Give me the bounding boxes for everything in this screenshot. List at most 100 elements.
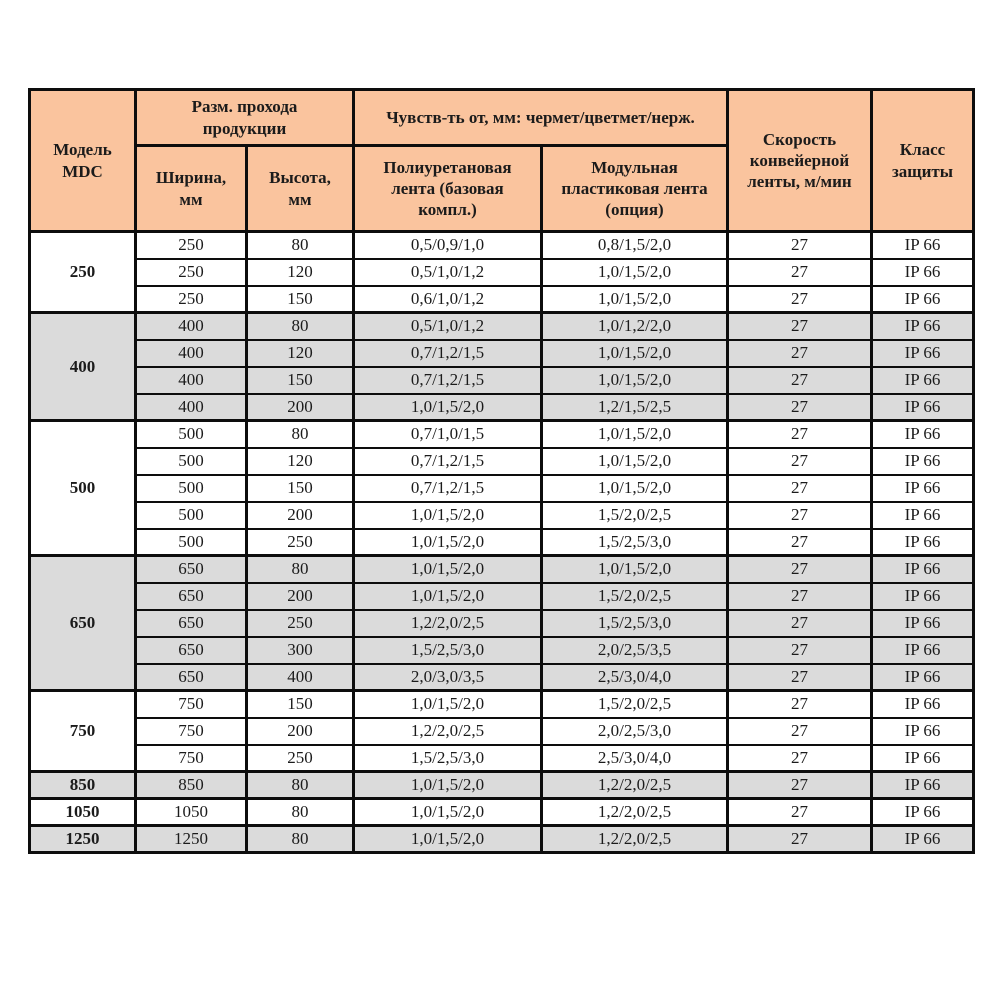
height-cell: 400: [245, 662, 355, 692]
speed-cell: 27: [726, 662, 873, 692]
table-body: 250 250 80 0,5/0,9/1,0 0,8/1,5/2,0 27 IP…: [28, 230, 975, 854]
modular-belt-cell: 1,2/1,5/2,5: [540, 392, 729, 422]
width-cell: 650: [134, 581, 248, 611]
height-cell: 150: [245, 365, 355, 395]
height-cell: 250: [245, 608, 355, 638]
pu-belt-cell: 1,0/1,5/2,0: [352, 527, 543, 557]
protection-cell: IP 66: [870, 473, 975, 503]
protection-cell: IP 66: [870, 554, 975, 584]
speed-cell: 27: [726, 824, 873, 854]
width-cell: 500: [134, 419, 248, 449]
modular-belt-cell: 2,0/2,5/3,0: [540, 716, 729, 746]
width-cell: 400: [134, 392, 248, 422]
modular-belt-cell: 1,5/2,0/2,5: [540, 689, 729, 719]
height-cell: 80: [245, 824, 355, 854]
height-cell: 80: [245, 770, 355, 800]
modular-belt-cell: 1,5/2,0/2,5: [540, 581, 729, 611]
protection-cell: IP 66: [870, 824, 975, 854]
width-cell: 750: [134, 743, 248, 773]
header-height: Высота, мм: [245, 144, 355, 233]
table-row: 400 150 0,7/1,2/1,5 1,0/1,5/2,0 27 IP 66: [30, 365, 975, 395]
table-row: 500 250 1,0/1,5/2,0 1,5/2,5/3,0 27 IP 66: [30, 527, 975, 557]
pu-belt-cell: 1,0/1,5/2,0: [352, 392, 543, 422]
height-cell: 120: [245, 446, 355, 476]
pu-belt-cell: 1,0/1,5/2,0: [352, 581, 543, 611]
speed-cell: 27: [726, 338, 873, 368]
speed-cell: 27: [726, 365, 873, 395]
height-cell: 250: [245, 743, 355, 773]
model-cell: 1050: [28, 797, 137, 827]
pu-belt-cell: 1,0/1,5/2,0: [352, 500, 543, 530]
height-cell: 200: [245, 500, 355, 530]
spec-table-container: Модель MDC Разм. прохода продукции Чувст…: [28, 88, 975, 854]
protection-cell: IP 66: [870, 608, 975, 638]
height-cell: 200: [245, 581, 355, 611]
modular-belt-cell: 1,0/1,5/2,0: [540, 419, 729, 449]
protection-cell: IP 66: [870, 635, 975, 665]
speed-cell: 27: [726, 500, 873, 530]
pu-belt-cell: 0,7/1,0/1,5: [352, 419, 543, 449]
pu-belt-cell: 0,7/1,2/1,5: [352, 338, 543, 368]
pu-belt-cell: 0,6/1,0/1,2: [352, 284, 543, 314]
protection-cell: IP 66: [870, 662, 975, 692]
table-header: Модель MDC Разм. прохода продукции Чувст…: [28, 88, 975, 233]
table-row: 500 200 1,0/1,5/2,0 1,5/2,0/2,5 27 IP 66: [30, 500, 975, 530]
height-cell: 80: [245, 311, 355, 341]
protection-cell: IP 66: [870, 581, 975, 611]
speed-cell: 27: [726, 554, 873, 584]
pu-belt-cell: 1,0/1,5/2,0: [352, 797, 543, 827]
modular-belt-cell: 1,5/2,5/3,0: [540, 608, 729, 638]
height-cell: 150: [245, 689, 355, 719]
table-row: 750 250 1,5/2,5/3,0 2,5/3,0/4,0 27 IP 66: [30, 743, 975, 773]
speed-cell: 27: [726, 527, 873, 557]
protection-cell: IP 66: [870, 257, 975, 287]
speed-cell: 27: [726, 446, 873, 476]
protection-cell: IP 66: [870, 419, 975, 449]
pu-belt-cell: 1,0/1,5/2,0: [352, 689, 543, 719]
protection-cell: IP 66: [870, 311, 975, 341]
width-cell: 250: [134, 257, 248, 287]
pu-belt-cell: 0,7/1,2/1,5: [352, 473, 543, 503]
height-cell: 80: [245, 230, 355, 260]
width-cell: 750: [134, 689, 248, 719]
height-cell: 80: [245, 554, 355, 584]
modular-belt-cell: 1,0/1,2/2,0: [540, 311, 729, 341]
table-row: 500 120 0,7/1,2/1,5 1,0/1,5/2,0 27 IP 66: [30, 446, 975, 476]
speed-cell: 27: [726, 797, 873, 827]
table-row: 400 120 0,7/1,2/1,5 1,0/1,5/2,0 27 IP 66: [30, 338, 975, 368]
width-cell: 500: [134, 527, 248, 557]
header-row-2: Ширина, мм Высота, мм Полиуретановая лен…: [30, 144, 974, 233]
protection-cell: IP 66: [870, 392, 975, 422]
width-cell: 500: [134, 446, 248, 476]
height-cell: 250: [245, 527, 355, 557]
model-cell: 400: [28, 311, 137, 422]
modular-belt-cell: 1,0/1,5/2,0: [540, 473, 729, 503]
table-row: 650 200 1,0/1,5/2,0 1,5/2,0/2,5 27 IP 66: [30, 581, 975, 611]
width-cell: 400: [134, 311, 248, 341]
header-belt-speed: Скорость конвейерной ленты, м/мин: [726, 88, 873, 233]
table-row: 400 400 80 0,5/1,0/1,2 1,0/1,2/2,0 27 IP…: [28, 311, 975, 422]
modular-belt-cell: 1,2/2,0/2,5: [540, 797, 729, 827]
pu-belt-cell: 1,0/1,5/2,0: [352, 554, 543, 584]
header-model: Модель MDC: [28, 88, 137, 233]
height-cell: 300: [245, 635, 355, 665]
modular-belt-cell: 1,0/1,5/2,0: [540, 554, 729, 584]
pu-belt-cell: 0,5/1,0/1,2: [352, 257, 543, 287]
modular-belt-cell: 1,0/1,5/2,0: [540, 338, 729, 368]
pu-belt-cell: 1,2/2,0/2,5: [352, 716, 543, 746]
height-cell: 200: [245, 392, 355, 422]
width-cell: 850: [134, 770, 248, 800]
table-row: 1050 1050 80 1,0/1,5/2,0 1,2/2,0/2,5 27 …: [28, 797, 975, 827]
table-row: 650 300 1,5/2,5/3,0 2,0/2,5/3,5 27 IP 66: [30, 635, 975, 665]
width-cell: 650: [134, 635, 248, 665]
modular-belt-cell: 2,5/3,0/4,0: [540, 743, 729, 773]
header-width: Ширина, мм: [134, 144, 248, 233]
modular-belt-cell: 1,5/2,0/2,5: [540, 500, 729, 530]
table-row: 650 650 80 1,0/1,5/2,0 1,0/1,5/2,0 27 IP…: [28, 554, 975, 692]
table-row: 250 250 80 0,5/0,9/1,0 0,8/1,5/2,0 27 IP…: [28, 230, 975, 314]
model-cell: 750: [28, 689, 137, 773]
width-cell: 250: [134, 284, 248, 314]
width-cell: 1250: [134, 824, 248, 854]
protection-cell: IP 66: [870, 230, 975, 260]
header-row-1: Модель MDC Разм. прохода продукции Чувст…: [28, 88, 975, 233]
